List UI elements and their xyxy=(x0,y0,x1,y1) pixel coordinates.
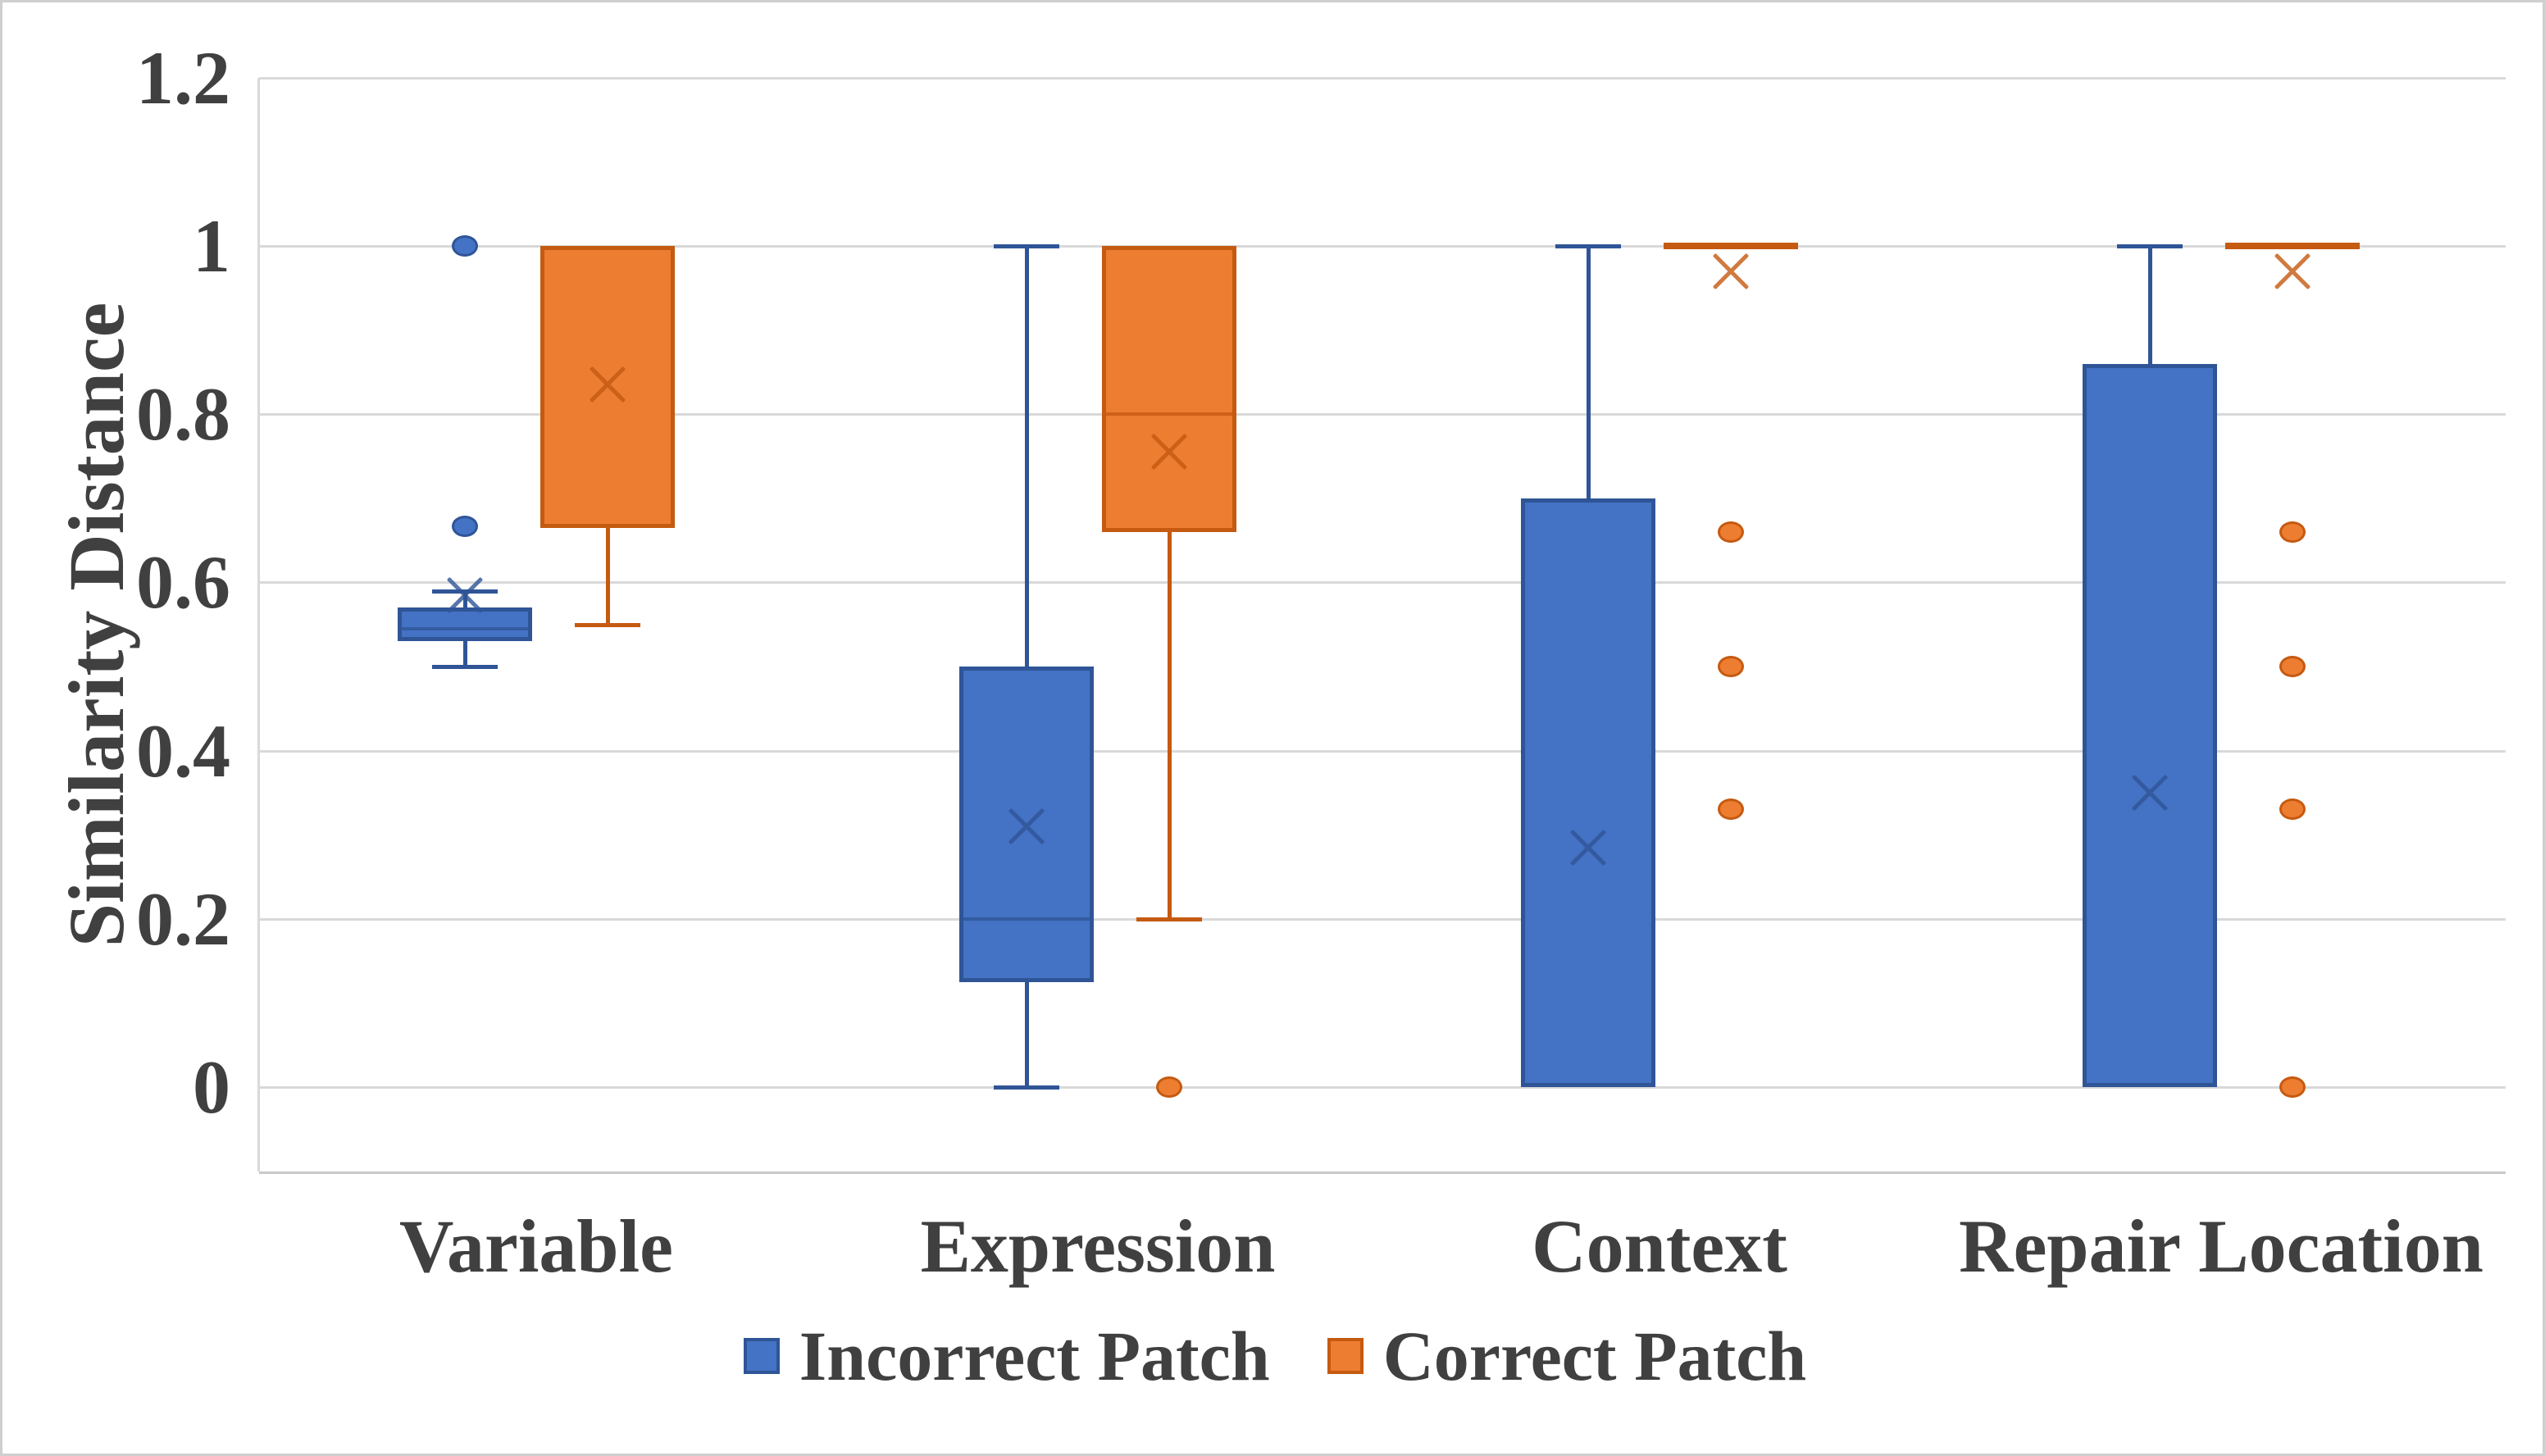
y-tick-label: 0 xyxy=(193,1045,230,1129)
x-axis-line xyxy=(259,1172,2506,1174)
y-tick-label: 0.8 xyxy=(136,372,230,457)
median-line xyxy=(1102,412,1236,416)
mean-marker xyxy=(2271,250,2314,293)
whisker-lower xyxy=(605,527,610,625)
category-label-expression: Expression xyxy=(920,1204,1276,1288)
gridline xyxy=(259,749,2506,753)
gridline xyxy=(259,1086,2506,1089)
x-axis-category-labels: Variable Expression Context Repair Locat… xyxy=(2,1201,2543,1291)
mean-marker xyxy=(1710,250,1752,293)
outlier-dot xyxy=(1718,521,1744,543)
mean-marker xyxy=(444,574,486,617)
mean-marker xyxy=(1567,826,1609,869)
correct-patch-swatch-icon xyxy=(1327,1338,1364,1374)
y-tick-label: 1 xyxy=(193,204,230,288)
box-collapsed xyxy=(1664,243,1798,249)
whisker-lower xyxy=(1024,981,1029,1087)
outlier-dot xyxy=(2279,1076,2306,1098)
y-axis-line xyxy=(257,78,260,1172)
mean-marker xyxy=(586,363,629,406)
outlier-dot xyxy=(452,235,478,257)
legend-entry-incorrect-patch: Incorrect Patch xyxy=(743,1317,1270,1395)
y-tick-label: 0.2 xyxy=(136,876,230,961)
box xyxy=(1102,246,1236,532)
outlier-dot xyxy=(2279,656,2306,677)
whisker-cap-lower xyxy=(1136,917,1202,921)
gridline xyxy=(259,917,2506,921)
legend-label: Incorrect Patch xyxy=(799,1317,1270,1395)
box xyxy=(2083,363,2217,1087)
whisker-cap-upper xyxy=(994,244,1059,248)
whisker-cap-lower xyxy=(575,622,640,627)
median-line xyxy=(398,626,532,630)
category-label-variable: Variable xyxy=(399,1204,673,1288)
gridline xyxy=(259,245,2506,248)
outlier-dot xyxy=(2279,799,2306,821)
plot-area xyxy=(259,76,2506,1172)
whisker-cap-lower xyxy=(432,665,498,669)
y-axis-tick-labels: 0 0.2 0.4 0.6 0.8 1 1.2 xyxy=(2,40,230,1172)
legend-label: Correct Patch xyxy=(1382,1317,1807,1395)
outlier-dot xyxy=(1718,656,1744,677)
whisker-lower xyxy=(1167,531,1172,919)
mean-marker xyxy=(2128,771,2171,814)
whisker-lower xyxy=(462,641,467,667)
outlier-dot xyxy=(1718,799,1744,821)
whisker-cap-lower xyxy=(994,1085,1059,1090)
whisker-cap-upper xyxy=(2117,244,2183,248)
y-tick-label: 0.4 xyxy=(136,708,230,793)
legend: Incorrect Patch Correct Patch xyxy=(2,1311,2543,1401)
outlier-dot xyxy=(452,515,478,537)
mean-marker xyxy=(1148,430,1191,473)
outlier-dot xyxy=(1156,1076,1182,1098)
y-tick-label: 0.6 xyxy=(136,540,230,625)
whisker-upper xyxy=(2147,246,2152,364)
y-tick-label: 1.2 xyxy=(136,35,230,120)
median-line xyxy=(959,917,1094,921)
gridline xyxy=(259,581,2506,585)
box-collapsed xyxy=(2225,243,2360,249)
gridline xyxy=(259,76,2506,80)
mean-marker xyxy=(1005,805,1048,848)
box xyxy=(1521,498,1655,1087)
whisker-cap-upper xyxy=(1555,244,1621,248)
whisker-upper xyxy=(1024,246,1029,667)
outlier-dot xyxy=(2279,521,2306,543)
legend-entry-correct-patch: Correct Patch xyxy=(1327,1317,1807,1395)
category-label-context: Context xyxy=(1532,1204,1787,1288)
category-label-repair-location: Repair Location xyxy=(1959,1204,2484,1288)
whisker-upper xyxy=(1586,246,1591,498)
incorrect-patch-swatch-icon xyxy=(743,1338,780,1374)
gridline xyxy=(259,413,2506,416)
